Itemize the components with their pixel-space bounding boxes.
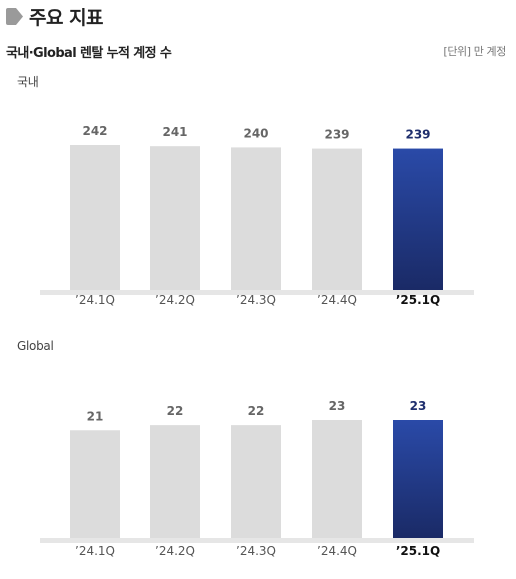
x-tick-label: ’24.4Q xyxy=(317,293,357,307)
x-tick-label: ’24.3Q xyxy=(236,293,276,307)
data-label: 23 xyxy=(329,399,346,413)
x-tick-label: ’24.4Q xyxy=(317,544,357,558)
section-marker-icon xyxy=(6,7,23,25)
bar xyxy=(70,145,120,290)
section-title: 주요 지표 xyxy=(29,6,104,29)
global-panel-title: Global xyxy=(17,339,54,353)
bar-highlighted xyxy=(393,420,443,538)
bar xyxy=(150,425,200,538)
bar-highlighted xyxy=(393,148,443,290)
data-label: 241 xyxy=(162,125,187,139)
x-tick-label: ’25.1Q xyxy=(396,544,440,558)
data-label: 21 xyxy=(87,409,104,423)
x-tick-label: ’24.2Q xyxy=(155,544,195,558)
bar xyxy=(150,146,200,290)
data-label: 239 xyxy=(405,128,430,142)
axis-baseline xyxy=(40,290,474,295)
data-label: 22 xyxy=(248,404,265,418)
data-label: 239 xyxy=(324,128,349,142)
x-tick-label: ’24.1Q xyxy=(75,293,115,307)
data-label: 242 xyxy=(82,124,107,138)
x-tick-label: ’25.1Q xyxy=(396,293,440,307)
chart-subtitle: 국내·Global 렌탈 누적 계정 수 xyxy=(6,46,172,61)
data-label: 22 xyxy=(167,404,184,418)
data-label: 240 xyxy=(243,126,268,140)
unit-label: [단위] 만 계정 xyxy=(443,45,506,58)
x-tick-label: ’24.2Q xyxy=(155,293,195,307)
domestic-bar-chart: 242 ’24.1Q 241 ’24.2Q 240 ’24.3Q 239 ’24.4Q 239 ’… xyxy=(40,124,474,307)
x-tick-label: ’24.1Q xyxy=(75,544,115,558)
section-header: 주요 지표 xyxy=(6,3,104,29)
bar xyxy=(231,425,281,538)
bar xyxy=(70,430,120,538)
x-tick-label: ’24.3Q xyxy=(236,544,276,558)
bar xyxy=(312,420,362,538)
data-label: 23 xyxy=(410,399,427,413)
axis-baseline xyxy=(40,538,474,543)
bar xyxy=(312,148,362,290)
bar xyxy=(231,147,281,290)
domestic-panel-title: 국내 xyxy=(17,75,39,89)
